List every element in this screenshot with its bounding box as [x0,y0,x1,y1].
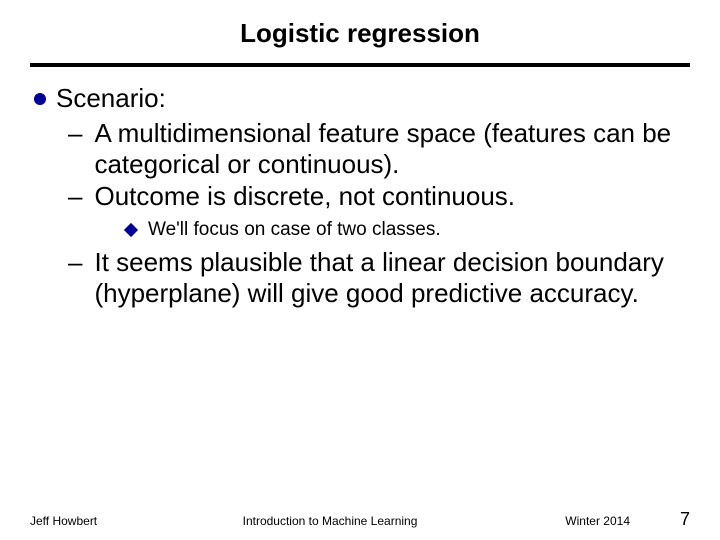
dash-item-3: – It seems plausible that a linear decis… [68,247,686,308]
dash-text-3: It seems plausible that a linear decisio… [94,247,686,308]
dash-item-2: – Outcome is discrete, not continuous. [68,181,686,212]
dash-icon: – [68,181,82,212]
slide-content: Scenario: – A multidimensional feature s… [30,83,690,309]
footer-author: Jeff Howbert [30,514,230,528]
footer-page-number: 7 [680,509,690,530]
footer-term: Winter 2014 [430,514,690,528]
dash-icon: – [68,247,82,278]
footer-course: Introduction to Machine Learning [230,514,430,528]
dash-item-1: – A multidimensional feature space (feat… [68,118,686,179]
dash-icon: – [68,118,82,149]
dash-text-1: A multidimensional feature space (featur… [94,118,686,179]
title-rule [30,63,690,67]
slide-title: Logistic regression [30,18,690,49]
diamond-icon [124,222,138,236]
disc-icon [34,93,46,105]
dash-text-2: Outcome is discrete, not continuous. [94,181,515,212]
bullet-scenario: Scenario: [34,83,686,114]
slide-footer: Jeff Howbert Introduction to Machine Lea… [0,514,720,528]
diamond-text: We'll focus on case of two classes. [148,219,441,242]
slide: Logistic regression Scenario: – A multid… [0,0,720,540]
diamond-item: We'll focus on case of two classes. [126,219,686,242]
scenario-label: Scenario: [56,83,166,114]
